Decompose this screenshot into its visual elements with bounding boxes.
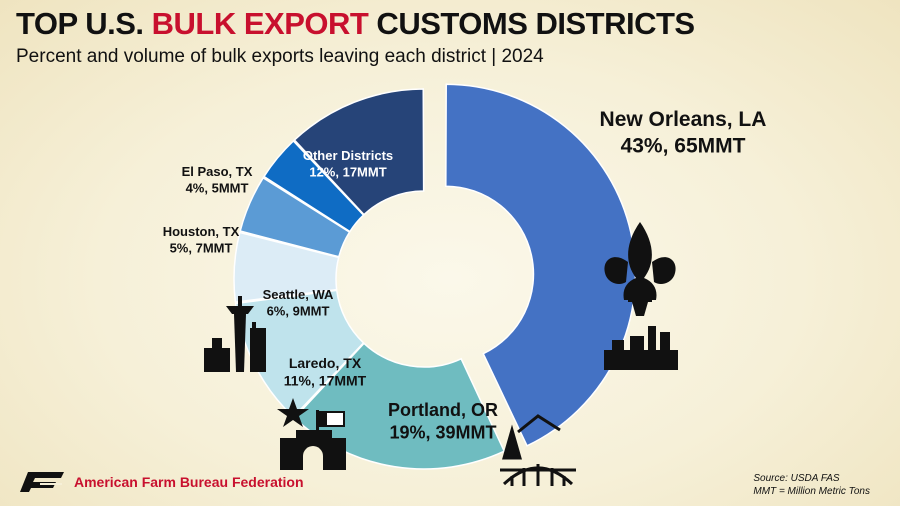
slice-label-value: 4%, 5MMT [186,180,249,195]
brand-logo: American Farm Bureau Federation [18,470,304,494]
slice-label-name: New Orleans, LA [600,108,767,131]
slice-portland-or [293,342,506,470]
afbf-logo-icon [20,472,64,492]
slice-label-value: 5%, 7MMT [170,240,233,255]
slice-label-name: Houston, TX [163,224,240,239]
slice-new-orleans-la [445,83,637,447]
space-needle-icon [204,296,266,372]
slice-laredo-tx [234,289,365,419]
slice-el-paso-tx [262,139,365,233]
title-highlight: BULK EXPORT [151,6,369,41]
slice-label-name: Other Districts [303,148,393,163]
title-prefix: TOP U.S. [16,6,152,41]
slice-label-name: Portland, OR [388,400,498,420]
slice-seattle-wa [233,231,340,303]
slice-label-name: Laredo, TX [289,355,362,371]
tree-bridge-icon [500,414,576,486]
unit-note: MMT = Million Metric Tons [753,486,870,497]
slice-label-value: 19%, 39MMT [389,423,496,443]
slice-label-name: Seattle, WA [263,287,334,302]
title-suffix: CUSTOMS DISTRICTS [368,6,695,41]
chart-subtitle: Percent and volume of bulk exports leavi… [16,46,544,67]
slice-label-name: El Paso, TX [182,164,253,179]
source-line: Source: USDA FAS [753,473,840,484]
chart-title: TOP U.S. BULK EXPORT CUSTOMS DISTRICTS [16,6,695,42]
slice-label-value: 43%, 65MMT [621,134,746,157]
slice-houston-tx [239,176,351,258]
brand-name: American Farm Bureau Federation [74,474,304,490]
fleur-de-lis-skyline-icon [604,222,678,370]
slice-label-value: 11%, 17MMT [284,373,367,389]
source-note: Source: USDA FAS MMT = Million Metric To… [753,472,870,498]
texas-alamo-icon [277,398,346,470]
slice-other-districts [293,88,425,216]
slice-label-value: 12%, 17MMT [309,164,386,179]
slice-label-value: 6%, 9MMT [267,303,330,318]
